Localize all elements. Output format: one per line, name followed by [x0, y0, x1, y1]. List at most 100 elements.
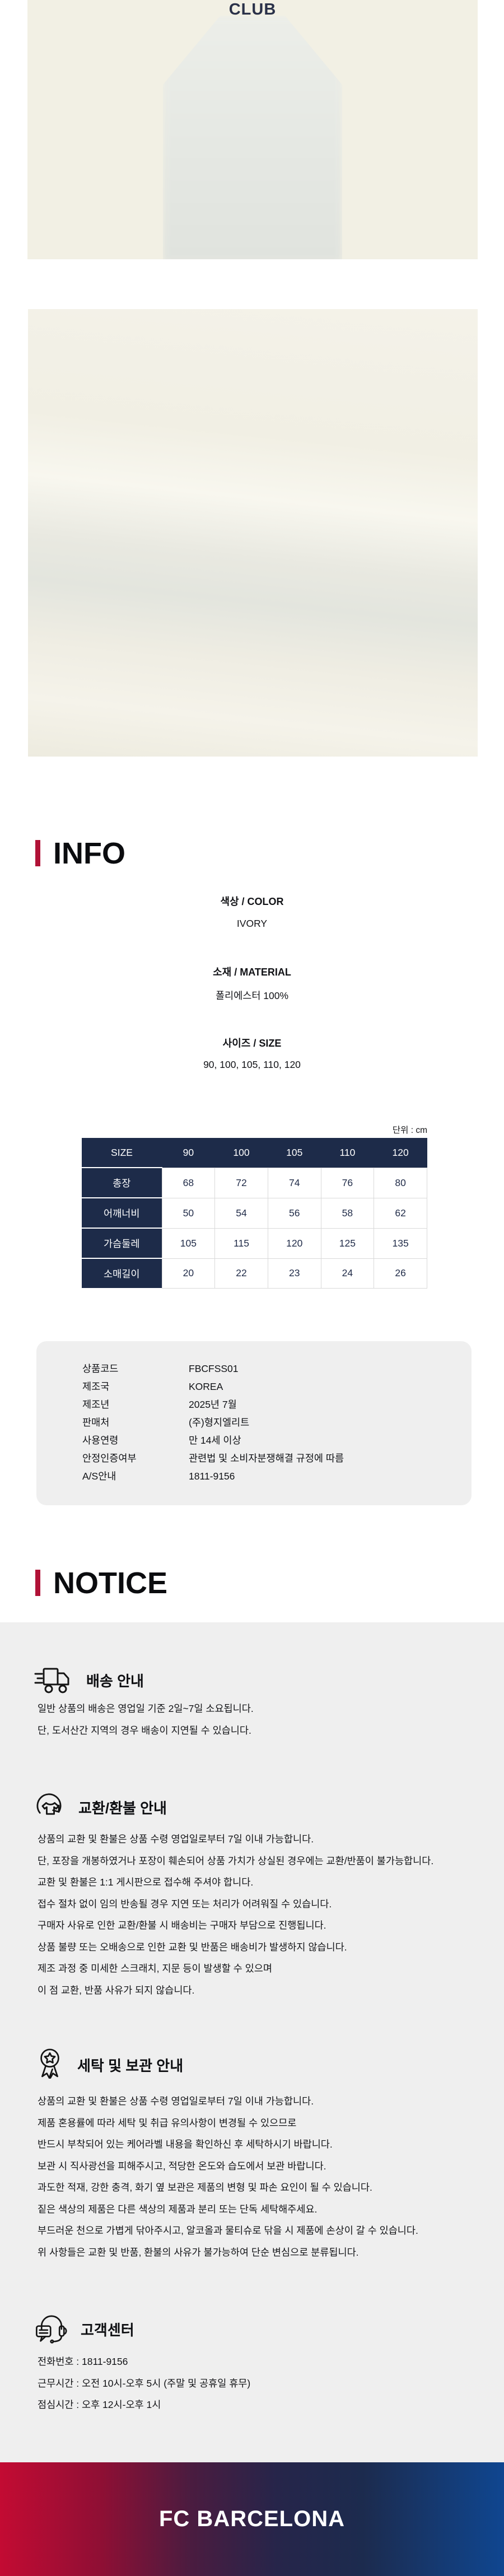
fabric-closeup-photo: [28, 309, 478, 757]
notice-line: 전화번호 : 1811-9156: [38, 2356, 128, 2367]
size-chart-cell: 76: [320, 1167, 375, 1198]
exchange-notes: 상품의 교환 및 환불은 상품 수령 영업일로부터 7일 이내 가능합니다. 단…: [38, 1834, 433, 2006]
details-row: 제조국 KOREA: [82, 1381, 460, 1393]
size-chart-cell: 135: [374, 1228, 427, 1259]
notice-line: 점심시간 : 오후 12시-오후 1시: [38, 2399, 161, 2410]
notice-line: 위 사항들은 교환 및 반품, 환불의 사유가 불가능하여 단순 변심으로 분류…: [38, 2246, 359, 2258]
footer-brand-text: FC BARCELONA: [159, 2507, 345, 2531]
size-chart-row-label: 가슴둘레: [82, 1228, 162, 1258]
details-label: 제조년: [82, 1399, 110, 1410]
size-chart-cell: 23: [267, 1258, 321, 1289]
size-chart-row-label: 소매길이: [82, 1258, 162, 1288]
table-row: 가슴둘레 105 115 120 125 135: [82, 1228, 427, 1259]
size-chart-header-cell: 110: [321, 1138, 374, 1168]
details-label: A/S안내: [82, 1471, 116, 1482]
customer-center-header: 고객센터: [34, 2309, 134, 2349]
details-row: A/S안내 1811-9156: [82, 1471, 460, 1482]
care-section-title: 세탁 및 보관 안내: [77, 2057, 184, 2074]
details-row: 판매처 (주)형지엘리트: [82, 1417, 460, 1429]
delivery-notes: 일반 상품의 배송은 영업일 기준 2일~7일 소요됩니다. 단, 도서산간 지…: [38, 1704, 254, 1747]
size-chart-cell: 54: [214, 1197, 268, 1229]
details-value: KOREA: [189, 1381, 223, 1392]
delivery-section-header: 배송 안내: [34, 1663, 144, 1697]
notice-line: 반드시 부착되어 있는 케어라벨 내용을 확인하신 후 세탁하시기 바랍니다.: [38, 2139, 333, 2150]
details-value: 만 14세 이상: [189, 1435, 241, 1446]
size-chart-cell: 26: [374, 1258, 427, 1289]
notice-line: 부드러운 천으로 가볍게 닦아주시고, 알코올과 물티슈로 닦을 시 제품에 손…: [38, 2225, 418, 2236]
size-chart-header-row: SIZE 90 100 105 110 120: [82, 1138, 427, 1168]
notice-section-title: NOTICE: [35, 1566, 168, 1600]
notice-line: 구매자 사유로 인한 교환/환불 시 배송비는 구매자 부담으로 진행됩니다.: [38, 1920, 326, 1931]
size-chart-cell: 50: [161, 1197, 216, 1229]
truck-icon: [34, 1668, 69, 1693]
details-label: 상품코드: [82, 1363, 119, 1374]
notice-line: 일반 상품의 배송은 영업일 기준 2일~7일 소요됩니다.: [38, 1703, 254, 1714]
details-value: FBCFSS01: [189, 1363, 239, 1374]
details-value: 관련법 및 소비자분쟁해결 규정에 따름: [189, 1453, 344, 1464]
size-chart-cell: 74: [267, 1167, 321, 1198]
info-section-title: INFO: [35, 836, 125, 870]
info-title-text: INFO: [53, 836, 125, 870]
material-value: 폴리에스터 100%: [215, 990, 289, 1001]
headset-icon: [35, 2315, 67, 2344]
size-chart-header-cell: 120: [374, 1138, 427, 1168]
size-chart-cell: 20: [161, 1258, 216, 1289]
details-value: 1811-9156: [189, 1471, 235, 1482]
notice-line: 제조 과정 중 미세한 스크래치, 지문 등이 발생할 수 있으며: [38, 1963, 272, 1974]
details-label: 안정인증여부: [82, 1453, 137, 1464]
size-chart-cell: 72: [214, 1167, 268, 1198]
footer: FC BARCELONA: [0, 2462, 504, 2576]
details-row: 사용연령 만 14세 이상: [82, 1435, 460, 1446]
care-notes: 상품의 교환 및 환불은 상품 수령 영업일로부터 7일 이내 가능합니다. 제…: [38, 2096, 418, 2269]
product-details-box: 상품코드 FBCFSS01 제조국 KOREA 제조년 2025년 7월 판매처…: [36, 1341, 472, 1505]
red-accent-bar: [35, 1570, 40, 1596]
notice-line: 과도한 적재, 강한 충격, 화기 옆 보관은 제품의 변형 및 파손 요인이 …: [38, 2182, 372, 2193]
size-chart-header-cell: 90: [162, 1138, 215, 1168]
table-row: 총장 68 72 74 76 80: [82, 1167, 427, 1198]
notice-line: 이 점 교환, 반품 사유가 되지 않습니다.: [38, 1984, 195, 1996]
product-photo-main: CLUB: [27, 0, 478, 259]
size-chart-cell: 80: [374, 1167, 427, 1198]
size-chart-header-cell: 105: [268, 1138, 321, 1168]
notice-title-text: NOTICE: [53, 1566, 168, 1600]
size-chart-header-cell: 100: [214, 1138, 268, 1168]
details-label: 사용연령: [82, 1435, 119, 1446]
size-chart-cell: 22: [214, 1258, 268, 1289]
material-label: 소재 / MATERIAL: [213, 967, 291, 978]
size-label: 사이즈 / SIZE: [222, 1038, 282, 1049]
size-chart-cell: 24: [320, 1258, 375, 1289]
size-chart-table: SIZE 90 100 105 110 120 총장 68 72 74 76 8…: [82, 1138, 427, 1289]
notice-line: 단, 포장을 개봉하였거나 포장이 훼손되어 상품 가치가 상실된 경우에는 교…: [38, 1855, 434, 1866]
notice-background: [0, 1622, 504, 2462]
size-value: 90, 100, 105, 110, 120: [203, 1059, 301, 1070]
notice-line: 교환 및 환불은 1:1 게시판으로 접수해 주셔야 합니다.: [38, 1877, 254, 1888]
color-value: IVORY: [236, 918, 268, 929]
exchange-section-header: 교환/환불 안내: [34, 1789, 167, 1826]
size-chart-cell: 56: [267, 1197, 321, 1229]
unit-note: 단위 : cm: [392, 1126, 427, 1135]
table-row: 어깨너비 50 54 56 58 62: [82, 1197, 427, 1229]
size-chart-cell: 105: [161, 1228, 216, 1259]
notice-line: 근무시간 : 오전 10시-오후 5시 (주말 및 공휴일 휴무): [38, 2377, 251, 2389]
notice-line: 상품 불량 또는 오배송으로 인한 교환 및 반품은 배송비가 발생하지 않습니…: [38, 1941, 347, 1953]
size-chart-cell: 58: [320, 1197, 375, 1229]
size-chart-row-label: 총장: [82, 1167, 162, 1198]
notice-line: 보관 시 직사광선을 피해주시고, 적당한 온도와 습도에서 보관 바랍니다.: [38, 2160, 326, 2172]
size-chart-cell: 68: [161, 1167, 216, 1198]
details-value: 2025년 7월: [189, 1399, 237, 1410]
table-row: 소매길이 20 22 23 24 26: [82, 1258, 427, 1289]
notice-line: 접수 절차 없이 임의 반송될 경우 지연 또는 처리가 어려워질 수 있습니다…: [38, 1898, 332, 1910]
delivery-section-title: 배송 안내: [86, 1672, 144, 1690]
size-chart-row-label: 어깨너비: [82, 1197, 162, 1228]
exchange-icon: [36, 1793, 62, 1815]
notice-line: 제품 혼용률에 따라 세탁 및 취급 유의사항이 변경될 수 있으므로: [38, 2117, 297, 2129]
details-value: (주)형지엘리트: [189, 1417, 250, 1428]
size-chart-cell: 125: [320, 1228, 375, 1259]
details-row: 안정인증여부 관련법 및 소비자분쟁해결 규정에 따름: [82, 1453, 460, 1464]
details-label: 판매처: [82, 1417, 110, 1428]
award-icon: [40, 2048, 59, 2079]
red-accent-bar: [35, 840, 40, 866]
details-row: 상품코드 FBCFSS01: [82, 1363, 460, 1375]
details-label: 제조국: [82, 1381, 110, 1392]
